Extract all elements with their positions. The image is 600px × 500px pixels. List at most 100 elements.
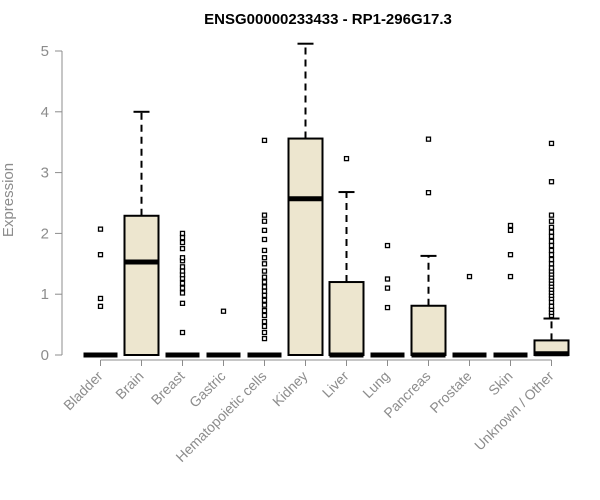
outlier-point [261, 335, 268, 342]
outlier-point [548, 179, 555, 185]
outlier-point [261, 302, 268, 308]
outlier-point [179, 245, 186, 252]
x-tick-label: Kidney [269, 368, 311, 410]
outlier-point [179, 285, 186, 291]
outlier-point [548, 238, 555, 244]
outlier-point [261, 247, 268, 254]
outlier-point [507, 252, 514, 258]
outlier-point [548, 252, 555, 258]
outlier-point [261, 307, 268, 314]
box-group [410, 136, 447, 358]
outlier-point [261, 218, 268, 224]
outlier-point [261, 268, 268, 274]
outlier-point [261, 323, 268, 330]
outlier-point [97, 303, 104, 310]
outlier-point [384, 276, 391, 282]
outlier-point [425, 136, 432, 142]
box-group [370, 242, 405, 358]
y-tick-label: 1 [41, 286, 49, 303]
chart-title: ENSG00000233433 - RP1-296G17.3 [204, 11, 452, 28]
y-tick-label: 5 [41, 43, 49, 60]
box-group [452, 273, 487, 358]
outlier-point [548, 224, 555, 230]
outlier-point [384, 285, 391, 291]
outlier-point [548, 242, 555, 249]
y-tick-label: 0 [41, 347, 49, 364]
outlier-point [261, 292, 268, 299]
y-tick-label: 3 [41, 165, 49, 182]
box-body [410, 304, 447, 357]
outlier-point [179, 329, 186, 336]
outlier-point [548, 303, 555, 310]
outlier-point [179, 268, 186, 274]
outlier-point [261, 255, 268, 261]
box-body [328, 281, 365, 357]
outlier-point [548, 233, 555, 240]
outlier-point [548, 212, 555, 218]
x-tick-label: Breast [148, 368, 188, 408]
outlier-point [261, 318, 268, 325]
outlier-point [179, 290, 186, 296]
y-axis-label: Expression [0, 163, 17, 237]
outlier-point [97, 252, 104, 258]
outlier-point [261, 137, 268, 144]
outlier-point [548, 140, 555, 147]
outlier-point [425, 190, 432, 196]
outlier-point [179, 239, 186, 246]
x-tick-label: Liver [319, 368, 352, 401]
box-group [83, 226, 118, 358]
outlier-point [261, 261, 268, 267]
y-axis: 0 1 2 3 4 5 [41, 43, 63, 364]
outlier-point [261, 297, 268, 303]
outlier-point [261, 227, 268, 234]
outlier-point [466, 273, 473, 280]
outlier-point [179, 255, 186, 261]
outlier-point [261, 212, 268, 218]
box-body [123, 214, 160, 356]
x-tick-label: Lung [359, 368, 392, 401]
outlier-point [548, 256, 555, 263]
outlier-point [179, 230, 186, 237]
outlier-point [220, 308, 227, 314]
outlier-point [507, 227, 514, 234]
outlier-point [384, 242, 391, 249]
outlier-point [261, 236, 268, 243]
outlier-point [548, 218, 555, 224]
x-tick-label: Brain [112, 368, 146, 402]
outlier-point [261, 288, 268, 294]
box-group [165, 230, 200, 358]
outlier-point [548, 261, 555, 267]
box-group [123, 110, 160, 356]
outlier-point [97, 295, 104, 302]
box-group [247, 137, 282, 358]
outlier-point [261, 284, 268, 290]
plot-area [83, 42, 570, 358]
box-group [493, 222, 528, 358]
outlier-point [179, 235, 186, 241]
x-tick-label: Bladder [60, 368, 106, 414]
x-tick-label: Skin [485, 368, 516, 399]
x-tick-label: Prostate [426, 368, 474, 416]
outlier-point [384, 304, 391, 311]
outlier-point [261, 274, 268, 280]
outlier-point [179, 300, 186, 306]
y-tick-label: 4 [41, 104, 49, 121]
box-group [328, 155, 365, 358]
outlier-point [261, 279, 268, 285]
box-group [287, 42, 324, 356]
outlier-point [548, 229, 555, 235]
outlier-point [179, 264, 186, 270]
outlier-point [97, 226, 104, 232]
outlier-point [507, 222, 514, 229]
box-body [287, 137, 324, 356]
outlier-point [179, 280, 186, 286]
outlier-point [507, 273, 514, 280]
outlier-point [261, 312, 268, 319]
outlier-point [548, 247, 555, 254]
outlier-point [343, 155, 350, 162]
y-tick-label: 2 [41, 225, 49, 242]
outlier-point [548, 265, 555, 271]
box-group [206, 308, 241, 358]
